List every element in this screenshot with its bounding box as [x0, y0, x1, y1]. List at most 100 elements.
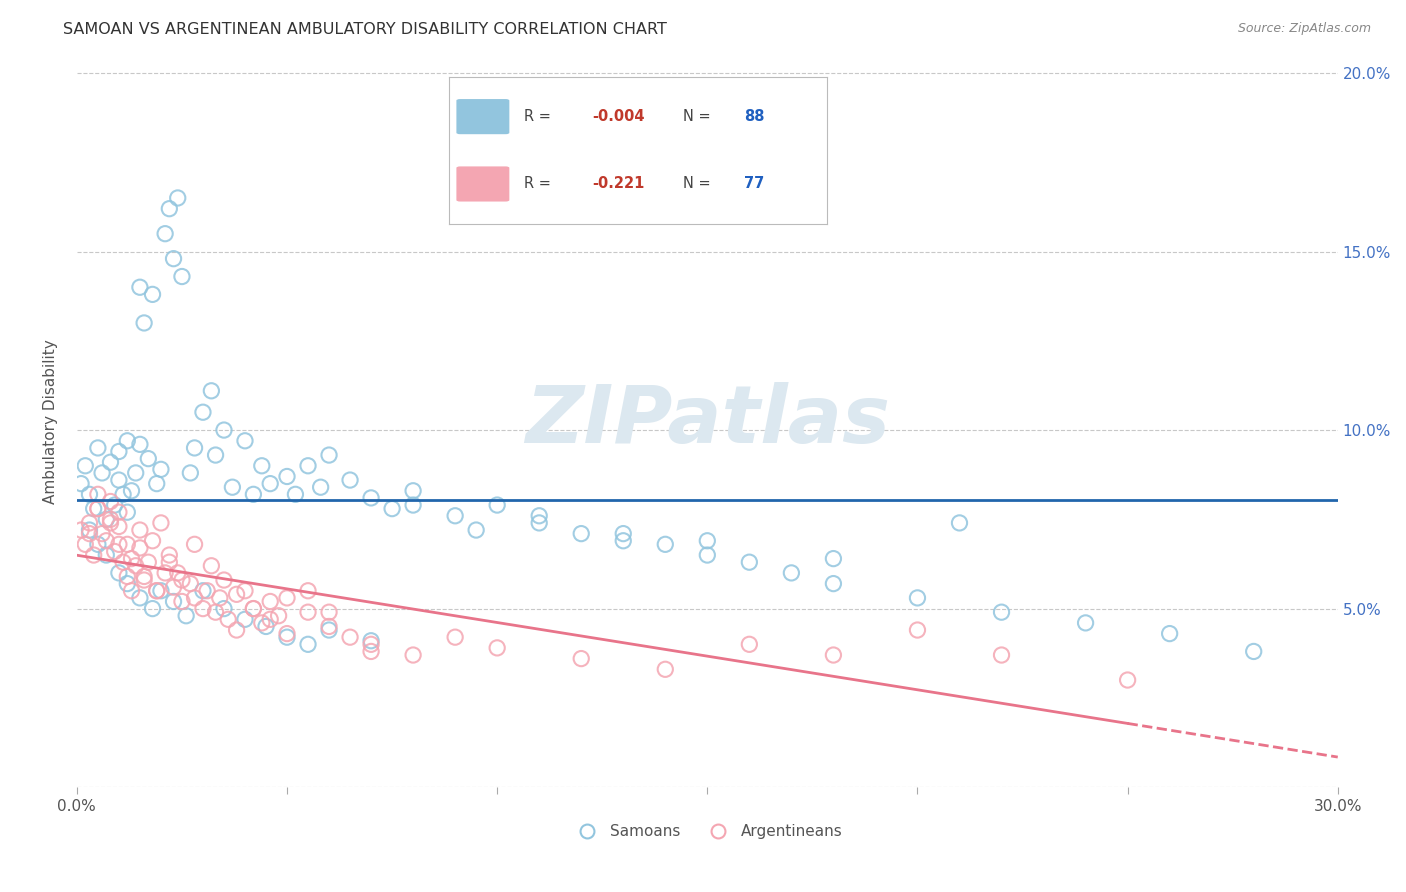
Point [654, 662, 676, 676]
Point [162, 252, 184, 266]
Point [87, 537, 110, 551]
Point [117, 537, 139, 551]
Point [444, 630, 467, 644]
Point [136, 451, 159, 466]
Point [108, 566, 131, 580]
Point [87, 501, 110, 516]
Point [117, 569, 139, 583]
Point [297, 605, 319, 619]
Point [276, 626, 298, 640]
Point [153, 227, 176, 241]
Point [318, 605, 340, 619]
Point [125, 466, 148, 480]
Point [259, 612, 281, 626]
Point [157, 202, 180, 216]
Point [104, 544, 127, 558]
Point [129, 541, 152, 555]
Point [990, 605, 1012, 619]
Point [318, 448, 340, 462]
Point [145, 583, 167, 598]
Point [108, 537, 131, 551]
Point [83, 501, 105, 516]
Point [134, 316, 156, 330]
Point [204, 448, 226, 462]
Point [170, 269, 193, 284]
Point [162, 594, 184, 608]
Legend: Samoans, Argentineans: Samoans, Argentineans [565, 818, 849, 846]
Point [1159, 626, 1181, 640]
Point [527, 508, 550, 523]
Point [823, 648, 845, 662]
Point [75, 458, 97, 473]
Point [79, 516, 101, 530]
Point [233, 434, 256, 448]
Point [117, 434, 139, 448]
Point [96, 512, 118, 526]
Point [276, 469, 298, 483]
Point [100, 455, 122, 469]
Point [360, 637, 382, 651]
Point [104, 498, 127, 512]
Point [153, 566, 176, 580]
Point [297, 637, 319, 651]
Point [318, 623, 340, 637]
Text: ZIPatlas: ZIPatlas [524, 382, 890, 460]
Point [297, 583, 319, 598]
Point [250, 615, 273, 630]
Point [166, 566, 188, 580]
Point [907, 591, 929, 605]
Point [569, 526, 592, 541]
Point [780, 566, 803, 580]
Point [79, 523, 101, 537]
Point [191, 601, 214, 615]
Point [233, 583, 256, 598]
Point [242, 487, 264, 501]
Point [157, 555, 180, 569]
Point [179, 576, 201, 591]
Point [907, 623, 929, 637]
Point [70, 523, 93, 537]
Point [381, 501, 404, 516]
Point [96, 548, 118, 562]
Point [204, 605, 226, 619]
Point [823, 576, 845, 591]
Point [297, 458, 319, 473]
Point [141, 287, 163, 301]
Point [402, 648, 425, 662]
Point [87, 441, 110, 455]
Point [149, 462, 172, 476]
Point [250, 458, 273, 473]
Text: Source: ZipAtlas.com: Source: ZipAtlas.com [1237, 22, 1371, 36]
Point [242, 601, 264, 615]
Point [191, 405, 214, 419]
Point [259, 594, 281, 608]
Point [823, 551, 845, 566]
Point [79, 526, 101, 541]
Point [129, 591, 152, 605]
Point [100, 512, 122, 526]
Point [125, 558, 148, 573]
Point [242, 601, 264, 615]
Point [149, 583, 172, 598]
Point [208, 591, 231, 605]
Point [696, 533, 718, 548]
Point [183, 537, 205, 551]
Point [339, 630, 361, 644]
Point [183, 441, 205, 455]
Point [276, 591, 298, 605]
Point [87, 501, 110, 516]
Point [149, 516, 172, 530]
Point [200, 384, 222, 398]
Point [444, 508, 467, 523]
Point [527, 516, 550, 530]
Point [225, 587, 247, 601]
Point [990, 648, 1012, 662]
Point [309, 480, 332, 494]
Point [70, 476, 93, 491]
Point [108, 444, 131, 458]
Point [166, 191, 188, 205]
Point [254, 619, 277, 633]
Point [212, 573, 235, 587]
Point [170, 594, 193, 608]
Point [360, 644, 382, 658]
